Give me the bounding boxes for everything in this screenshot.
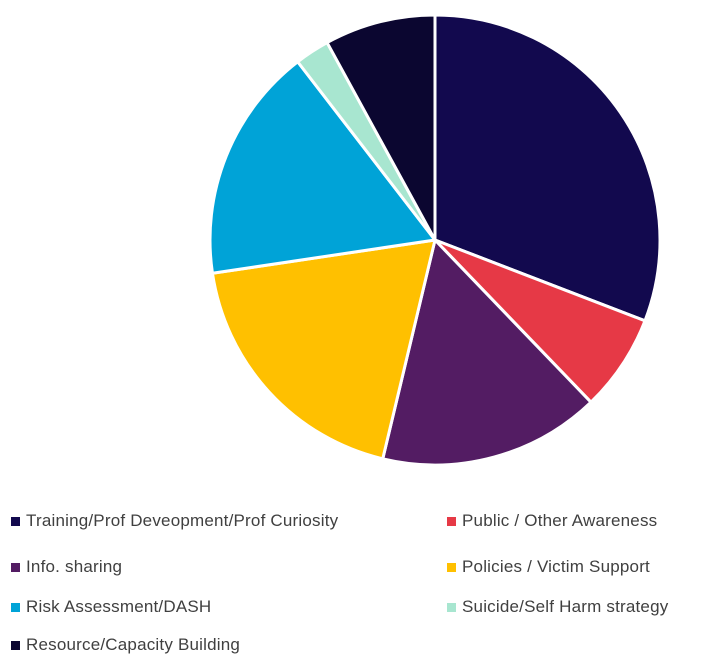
pie-slice-resource-capacity-building bbox=[325, 13, 437, 242]
pie-slice-training-prof-deveopment-prof-curiosity bbox=[433, 13, 662, 323]
pie-slice-risk-assessment-dash bbox=[208, 60, 437, 275]
pie-slice-policies-victim-support bbox=[210, 238, 437, 461]
pie-slice-info-sharing bbox=[381, 238, 593, 467]
